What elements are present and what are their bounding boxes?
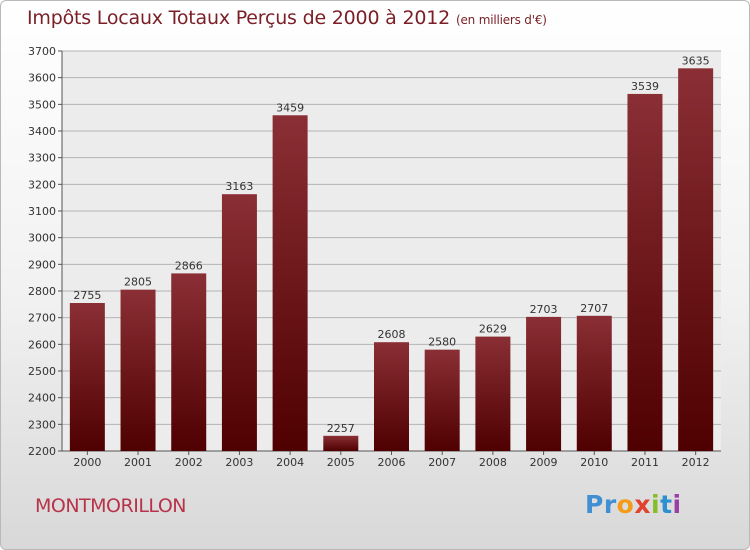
x-tick-label: 2004	[276, 456, 304, 469]
x-tick-label: 2003	[225, 456, 253, 469]
bar-value-label: 3539	[631, 80, 659, 93]
x-tick-label: 2001	[124, 456, 152, 469]
x-tick-label: 2009	[530, 456, 558, 469]
bar	[272, 115, 308, 452]
bar	[424, 349, 460, 451]
logo-part: i	[650, 490, 661, 519]
x-tick-label: 2005	[327, 456, 355, 469]
bar	[374, 342, 409, 451]
y-tick-label: 2500	[28, 365, 56, 378]
bar	[627, 93, 663, 451]
x-tick-label: 2000	[73, 456, 101, 469]
x-tick-label: 2011	[631, 456, 659, 469]
bar-value-label: 3635	[682, 54, 710, 67]
proxiti-logo: Proxiti	[585, 490, 682, 519]
x-tick-label: 2002	[175, 456, 203, 469]
x-tick-label: 2007	[428, 456, 456, 469]
y-tick-label: 2600	[28, 338, 56, 351]
y-tick-label: 2900	[28, 258, 56, 271]
bar	[323, 435, 359, 451]
bar-value-label: 2703	[530, 303, 558, 316]
y-tick-label: 3700	[28, 45, 56, 58]
y-tick-label: 2200	[28, 445, 56, 458]
bar	[221, 194, 257, 451]
bar	[171, 273, 207, 451]
y-tick-label: 3500	[28, 98, 56, 111]
bar-value-label: 2805	[124, 276, 152, 289]
bar	[475, 336, 511, 451]
bar-value-label: 3459	[276, 101, 304, 114]
chart-subtitle: (en milliers d'€)	[456, 13, 547, 27]
bar-value-label: 2866	[175, 259, 203, 272]
y-tick-label: 2300	[28, 418, 56, 431]
y-tick-label: 3200	[28, 178, 56, 191]
bar-value-label: 2629	[479, 323, 507, 336]
y-tick-label: 3000	[28, 232, 56, 245]
logo-part: x	[634, 490, 651, 519]
location-name: MONTMORILLON	[35, 495, 186, 517]
chart-title: Impôts Locaux Totaux Perçus de 2000 à 20…	[27, 7, 547, 29]
logo-part: Pr	[585, 490, 617, 519]
logo-part: i	[672, 490, 682, 519]
y-tick-label: 3100	[28, 205, 56, 218]
bar-value-label: 2707	[580, 302, 608, 315]
y-tick-label: 2800	[28, 285, 56, 298]
bar-value-label: 2755	[73, 289, 101, 302]
bar-value-label: 2608	[378, 328, 406, 341]
bar-value-label: 3163	[225, 180, 253, 193]
x-tick-label: 2006	[378, 456, 406, 469]
bar	[576, 315, 612, 451]
y-tick-label: 2400	[28, 392, 56, 405]
x-tick-label: 2008	[479, 456, 507, 469]
bar	[526, 316, 562, 451]
y-tick-label: 3600	[28, 72, 56, 85]
bar-value-label: 2580	[428, 336, 456, 349]
logo-part: o	[616, 490, 635, 519]
bar-value-label: 2257	[327, 422, 355, 435]
x-tick-label: 2010	[580, 456, 608, 469]
logo-part: t	[660, 490, 673, 519]
y-tick-label: 3400	[28, 125, 56, 138]
bar	[678, 68, 714, 451]
y-tick-label: 2700	[28, 312, 56, 325]
bar	[120, 289, 156, 451]
bar	[69, 303, 105, 451]
x-tick-label: 2012	[682, 456, 710, 469]
y-tick-label: 3300	[28, 152, 56, 165]
